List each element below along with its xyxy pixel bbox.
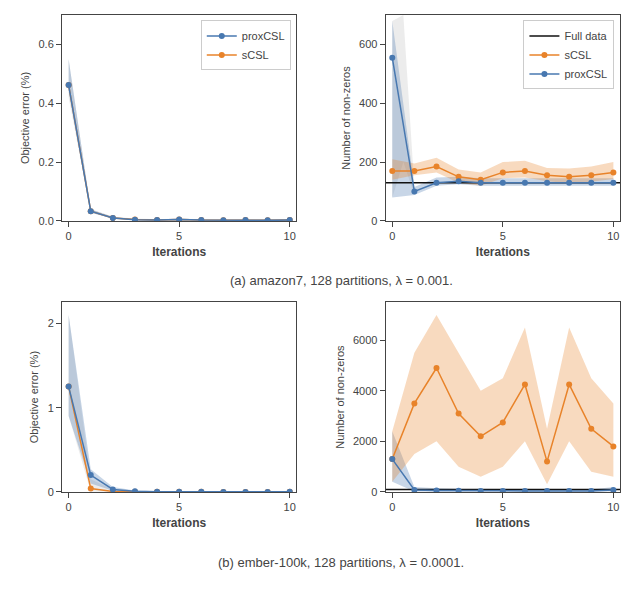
- svg-text:5: 5: [176, 230, 182, 242]
- svg-text:5: 5: [500, 501, 506, 513]
- svg-text:Number of non-zeros: Number of non-zeros: [340, 66, 352, 170]
- svg-text:400: 400: [359, 97, 377, 109]
- svg-text:sCSL: sCSL: [564, 49, 591, 61]
- svg-text:600: 600: [359, 38, 377, 50]
- svg-text:5: 5: [176, 501, 182, 513]
- svg-text:0.2: 0.2: [39, 156, 54, 168]
- svg-text:0: 0: [389, 501, 395, 513]
- svg-text:0: 0: [389, 230, 395, 242]
- svg-text:10: 10: [607, 501, 619, 513]
- svg-text:10: 10: [284, 230, 296, 242]
- svg-text:Full data: Full data: [564, 30, 607, 42]
- svg-text:Iterations: Iterations: [476, 245, 530, 259]
- svg-text:proxCSL: proxCSL: [242, 30, 285, 42]
- svg-text:200: 200: [359, 156, 377, 168]
- svg-text:4000: 4000: [353, 385, 377, 397]
- svg-text:2: 2: [48, 317, 54, 329]
- svg-text:sCSL: sCSL: [242, 49, 269, 61]
- svg-text:0.4: 0.4: [39, 97, 54, 109]
- svg-text:0: 0: [48, 486, 54, 498]
- svg-text:Number of non-zeros: Number of non-zeros: [334, 345, 346, 449]
- svg-text:Iterations: Iterations: [476, 516, 530, 530]
- svg-text:6000: 6000: [353, 334, 377, 346]
- svg-text:Objective error (%): Objective error (%): [28, 351, 40, 443]
- svg-text:(a) amazon7, 128 partitions, λ: (a) amazon7, 128 partitions, λ = 0.001.: [230, 273, 453, 288]
- svg-text:0: 0: [66, 230, 72, 242]
- svg-text:2000: 2000: [353, 435, 377, 447]
- svg-text:proxCSL: proxCSL: [564, 68, 607, 80]
- svg-text:(b) ember-100k, 128 partitions: (b) ember-100k, 128 partitions, λ = 0.00…: [218, 555, 464, 570]
- svg-text:10: 10: [284, 501, 296, 513]
- svg-text:10: 10: [607, 230, 619, 242]
- svg-text:Iterations: Iterations: [152, 516, 206, 530]
- svg-text:Objective error (%): Objective error (%): [19, 72, 31, 164]
- svg-text:1: 1: [48, 402, 54, 414]
- svg-text:Iterations: Iterations: [152, 245, 206, 259]
- svg-text:0: 0: [371, 215, 377, 227]
- svg-text:0: 0: [66, 501, 72, 513]
- svg-text:5: 5: [500, 230, 506, 242]
- svg-text:0.0: 0.0: [39, 215, 54, 227]
- svg-text:0.6: 0.6: [39, 38, 54, 50]
- svg-text:0: 0: [371, 486, 377, 498]
